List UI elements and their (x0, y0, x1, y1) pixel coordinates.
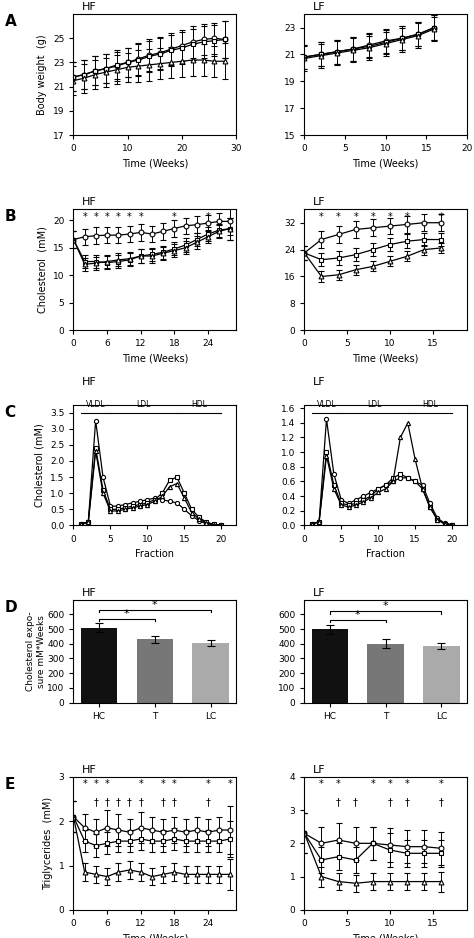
Text: †: † (439, 797, 444, 808)
Text: *: * (353, 212, 358, 222)
Text: C: C (5, 404, 16, 419)
Bar (137, 640, 173, 703)
Text: LF: LF (312, 377, 325, 387)
Text: *: * (405, 212, 410, 222)
Text: †: † (336, 797, 341, 808)
Text: HF: HF (82, 197, 96, 207)
Y-axis label: Cholesterol (mM): Cholesterol (mM) (35, 423, 45, 507)
Bar (312, 629, 348, 703)
Text: HF: HF (82, 587, 96, 598)
Text: *: * (370, 779, 375, 790)
Text: HF: HF (82, 764, 96, 775)
Text: †: † (93, 797, 98, 808)
Text: *: * (228, 779, 233, 790)
Text: *: * (206, 212, 210, 222)
Text: †: † (172, 797, 177, 808)
Y-axis label: Cholesterol  (mM): Cholesterol (mM) (37, 226, 47, 313)
Text: *: * (93, 212, 98, 222)
Text: *: * (439, 212, 444, 222)
Text: *: * (355, 610, 361, 620)
Text: HDL: HDL (191, 401, 207, 409)
Text: †: † (404, 797, 410, 808)
Text: A: A (5, 14, 17, 29)
Text: *: * (105, 212, 109, 222)
Text: HF: HF (82, 2, 96, 12)
Text: †: † (116, 797, 121, 808)
X-axis label: Time (Weeks): Time (Weeks) (121, 933, 188, 938)
Text: *: * (405, 779, 410, 790)
Text: †: † (105, 797, 109, 808)
Text: †: † (161, 797, 165, 808)
X-axis label: Fraction: Fraction (366, 549, 405, 559)
Text: †: † (387, 797, 392, 808)
Text: E: E (5, 777, 15, 792)
Text: †: † (206, 797, 210, 808)
Text: HDL: HDL (422, 401, 438, 409)
X-axis label: Time (Weeks): Time (Weeks) (121, 159, 188, 169)
Text: *: * (127, 212, 132, 222)
Text: *: * (116, 212, 121, 222)
Text: *: * (388, 779, 392, 790)
X-axis label: Fraction: Fraction (135, 549, 174, 559)
Bar (423, 646, 459, 703)
Text: LDL: LDL (367, 401, 382, 409)
Y-axis label: Triglycerides  (mM): Triglycerides (mM) (43, 796, 53, 890)
Text: *: * (336, 212, 341, 222)
Text: *: * (172, 779, 177, 790)
Text: *: * (124, 609, 130, 618)
Y-axis label: Body weight  (g): Body weight (g) (37, 35, 47, 114)
Text: *: * (206, 779, 210, 790)
Text: *: * (319, 212, 324, 222)
Text: *: * (161, 779, 165, 790)
Text: *: * (370, 212, 375, 222)
Text: *: * (152, 599, 157, 610)
Bar (367, 643, 404, 703)
Y-axis label: Cholesterol expo-
sure mM*Weeks: Cholesterol expo- sure mM*Weeks (27, 612, 46, 691)
Text: *: * (383, 601, 388, 612)
Text: *: * (439, 779, 444, 790)
X-axis label: Time (Weeks): Time (Weeks) (121, 354, 188, 364)
Text: *: * (93, 779, 98, 790)
Text: VLDL: VLDL (317, 401, 336, 409)
X-axis label: Time (Weeks): Time (Weeks) (352, 933, 419, 938)
Text: *: * (172, 212, 177, 222)
Text: *: * (388, 212, 392, 222)
X-axis label: Time (Weeks): Time (Weeks) (352, 354, 419, 364)
Text: *: * (319, 779, 324, 790)
Text: †: † (138, 797, 143, 808)
Text: LF: LF (312, 2, 325, 12)
Text: LF: LF (312, 764, 325, 775)
Text: LDL: LDL (137, 401, 151, 409)
Text: *: * (138, 212, 143, 222)
Text: †: † (127, 797, 132, 808)
Text: LF: LF (312, 587, 325, 598)
Text: LF: LF (312, 197, 325, 207)
Bar (192, 643, 228, 703)
Text: *: * (105, 779, 109, 790)
Text: *: * (82, 779, 87, 790)
Text: *: * (336, 779, 341, 790)
Text: HF: HF (82, 377, 96, 387)
Text: *: * (82, 212, 87, 222)
Text: VLDL: VLDL (86, 401, 105, 409)
Text: *: * (138, 779, 143, 790)
Bar (81, 628, 117, 703)
Text: D: D (5, 599, 18, 614)
Text: †: † (353, 797, 358, 808)
X-axis label: Time (Weeks): Time (Weeks) (352, 159, 419, 169)
Text: B: B (5, 209, 17, 224)
